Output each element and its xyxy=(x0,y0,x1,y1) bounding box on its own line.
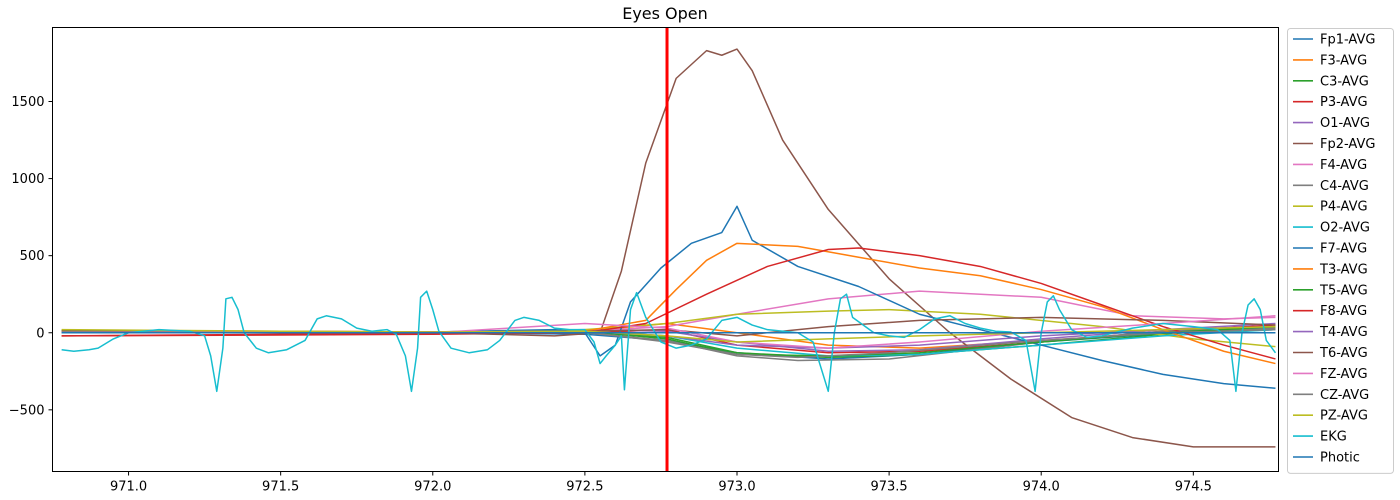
legend-entry-p3-avg: P3-AVG xyxy=(1293,95,1368,110)
legend-entry-photic: Photic xyxy=(1293,451,1360,466)
x-tick-label: 971.0 xyxy=(110,480,147,495)
legend-label: O2-AVG xyxy=(1320,221,1370,236)
legend-label: T4-AVG xyxy=(1319,325,1368,340)
legend-entry-f7-avg: F7-AVG xyxy=(1293,242,1367,257)
legend-entry-pz-avg: PZ-AVG xyxy=(1293,409,1368,424)
chart-title: Eyes Open xyxy=(622,4,708,23)
legend-label: T5-AVG xyxy=(1319,283,1368,298)
legend: Fp1-AVG F3-AVG C3-AVG P3-AVG O1-AVG Fp2-AVG F4… xyxy=(1287,28,1394,474)
series-layer xyxy=(61,48,1277,448)
legend-label: T6-AVG xyxy=(1319,346,1368,361)
plot-area-frame xyxy=(52,27,1279,472)
legend-entry-cz-avg: CZ-AVG xyxy=(1293,388,1369,403)
y-tick-label: 500 xyxy=(20,249,45,264)
x-tick-label: 974.0 xyxy=(1023,480,1060,495)
legend-label: T3-AVG xyxy=(1319,262,1368,277)
legend-entry-t6-avg: T6-AVG xyxy=(1293,346,1368,361)
legend-entry-f8-avg: F8-AVG xyxy=(1293,304,1367,319)
legend-label: F7-AVG xyxy=(1320,242,1367,257)
legend-entry-f3-avg: F3-AVG xyxy=(1293,53,1367,68)
y-tick-label: 1000 xyxy=(11,172,44,187)
x-tick-label: 972.0 xyxy=(414,480,451,495)
legend-entry-fp2-avg: Fp2-AVG xyxy=(1293,137,1375,152)
legend-label: F8-AVG xyxy=(1320,304,1367,319)
legend-entry-o2-avg: O2-AVG xyxy=(1293,221,1370,236)
y-axis: −500 0 500 1000 1500 xyxy=(9,95,53,418)
legend-entry-f4-avg: F4-AVG xyxy=(1293,158,1367,173)
x-tick-label: 972.5 xyxy=(566,480,603,495)
legend-label: EKG xyxy=(1320,430,1347,445)
y-tick-label: 1500 xyxy=(11,95,44,110)
series-line-fp2-avg xyxy=(61,48,1276,448)
legend-label: F3-AVG xyxy=(1320,53,1367,68)
x-axis: 971.0 971.5 972.0 972.5 973.0 973.5 974.0 974.5 xyxy=(110,471,1212,495)
legend-label: Fp1-AVG xyxy=(1320,33,1375,48)
y-tick-label: 0 xyxy=(36,326,44,341)
legend-label: F4-AVG xyxy=(1320,158,1367,173)
series-line-pz-avg xyxy=(61,325,1276,343)
legend-label: Fp2-AVG xyxy=(1320,137,1375,152)
legend-entry-p4-avg: P4-AVG xyxy=(1293,200,1368,215)
legend-entry-fp1-avg: Fp1-AVG xyxy=(1293,33,1375,48)
legend-entry-t4-avg: T4-AVG xyxy=(1293,325,1368,340)
legend-entry-c4-avg: C4-AVG xyxy=(1293,179,1369,194)
x-tick-label: 973.5 xyxy=(870,480,907,495)
legend-entry-t3-avg: T3-AVG xyxy=(1293,262,1368,277)
legend-label: P3-AVG xyxy=(1320,95,1368,110)
legend-label: C3-AVG xyxy=(1320,74,1369,89)
legend-entry-t5-avg: T5-AVG xyxy=(1293,283,1368,298)
legend-label: CZ-AVG xyxy=(1320,388,1369,403)
legend-label: O1-AVG xyxy=(1320,116,1370,131)
legend-label: FZ-AVG xyxy=(1320,367,1368,382)
legend-label: P4-AVG xyxy=(1320,200,1368,215)
x-tick-label: 973.0 xyxy=(718,480,755,495)
legend-entry-o1-avg: O1-AVG xyxy=(1293,116,1370,131)
legend-label: PZ-AVG xyxy=(1320,409,1368,424)
legend-box xyxy=(1287,28,1394,474)
x-tick-label: 971.5 xyxy=(262,480,299,495)
legend-label: Photic xyxy=(1320,451,1360,466)
series-line-ekg xyxy=(61,290,1277,393)
legend-entry-ekg: EKG xyxy=(1293,430,1347,445)
y-tick-label: −500 xyxy=(9,403,45,418)
legend-entry-c3-avg: C3-AVG xyxy=(1293,74,1369,89)
legend-entry-fz-avg: FZ-AVG xyxy=(1293,367,1368,382)
x-tick-label: 974.5 xyxy=(1175,480,1212,495)
legend-label: C4-AVG xyxy=(1320,179,1369,194)
